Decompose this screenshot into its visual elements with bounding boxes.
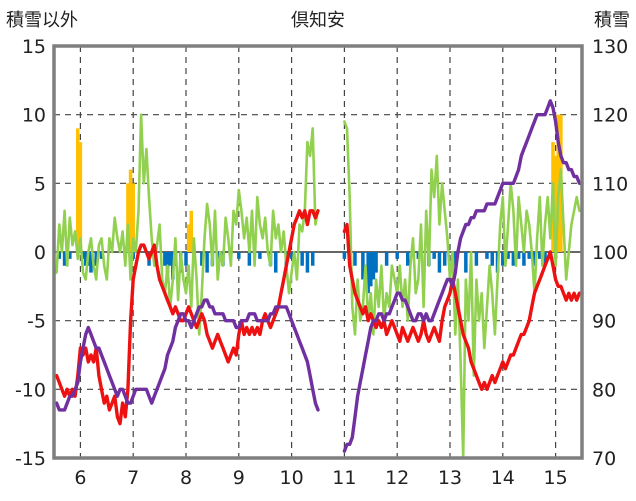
green-line: [55, 113, 241, 336]
x-tick-label: 11: [332, 467, 356, 489]
blue-bar: [432, 252, 436, 259]
right-tick-label: 90: [592, 311, 616, 333]
blue-bar: [289, 252, 294, 259]
blue-bar: [57, 252, 62, 259]
blue-bar: [205, 252, 209, 273]
x-tick-label: 10: [280, 467, 304, 489]
blue-bar: [532, 252, 537, 266]
blue-bar: [258, 252, 262, 259]
blue-bar: [361, 252, 365, 280]
blue-bar: [247, 252, 252, 266]
blue-bar: [538, 252, 542, 259]
x-tick-label: 13: [438, 467, 462, 489]
blue-bar: [366, 252, 370, 294]
blue-bar: [274, 252, 278, 273]
left-tick-label: -10: [15, 379, 46, 401]
blue-bar: [163, 252, 167, 266]
orange-bar: [76, 128, 80, 252]
blue-bar: [83, 252, 88, 266]
orange-bar: [189, 210, 194, 252]
blue-bar: [464, 252, 468, 273]
blue-bar: [305, 252, 310, 273]
left-tick-label: -5: [27, 311, 46, 333]
orange-bar: [78, 142, 83, 252]
blue-bar: [94, 252, 98, 266]
red-line: [342, 222, 584, 391]
blue-bar: [81, 252, 85, 259]
blue-bar: [165, 252, 170, 273]
blue-bar: [406, 252, 410, 266]
line-series: [54, 99, 584, 460]
orange-bar: [186, 224, 191, 252]
blue-bar: [310, 252, 315, 266]
blue-bar: [490, 252, 494, 266]
right-tick-label: 70: [592, 448, 616, 470]
blue-bar: [442, 252, 447, 266]
blue-bar: [374, 252, 378, 273]
blue-bar: [184, 252, 188, 266]
left-tick-label: -15: [15, 448, 46, 470]
blue-bar: [437, 252, 442, 273]
blue-bar: [522, 252, 526, 266]
blue-bar: [62, 252, 67, 266]
blue-bar: [485, 252, 489, 259]
red-line: [54, 209, 320, 426]
left-tick-label: 15: [22, 36, 46, 58]
blue-bar: [300, 252, 304, 266]
x-tick-label: 14: [491, 467, 515, 489]
chart-title: 倶知安: [291, 10, 345, 31]
x-tick-label: 9: [233, 467, 245, 489]
blue-bar: [369, 252, 373, 287]
left-tick-label: 0: [34, 242, 46, 264]
right-tick-label: 100: [592, 242, 628, 264]
green-line: [343, 120, 584, 460]
left-axis-label: 積雪以外: [6, 10, 78, 31]
purple-line: [342, 99, 584, 453]
right-tick-label: 120: [592, 105, 628, 127]
blue-bar: [237, 252, 241, 259]
blue-bar: [89, 252, 93, 273]
blue-bar: [168, 252, 172, 266]
blue-bar: [516, 252, 521, 259]
plot-frame: [52, 44, 584, 460]
blue-bar: [506, 252, 510, 259]
blue-bar: [395, 252, 399, 259]
orange-bar: [553, 155, 558, 252]
blue-bar: [99, 252, 104, 259]
blue-bar: [342, 252, 347, 259]
x-tick-label: 12: [385, 467, 409, 489]
blue-bar: [353, 252, 357, 266]
right-tick-label: 110: [592, 173, 628, 195]
tick-labels: -15 -10 -5 0 5 10 15 70 80 90 100 110 120 130 6 7 8 9 10 11…: [15, 36, 628, 489]
left-tick-label: 5: [34, 173, 46, 195]
right-tick-label: 80: [592, 379, 616, 401]
x-tick-label: 15: [544, 467, 568, 489]
blue-bar: [543, 252, 547, 266]
orange-bar: [556, 114, 560, 253]
blue-bar: [453, 252, 458, 266]
x-tick-label: 7: [127, 467, 139, 489]
left-tick-label: 10: [22, 105, 46, 127]
blue-bar: [371, 252, 376, 280]
blue-bar: [200, 252, 204, 266]
blue-bar: [68, 252, 72, 259]
orange-bar: [128, 169, 133, 252]
right-axis-label: 積雪: [594, 10, 630, 31]
blue-bar: [527, 252, 531, 259]
orange-bar: [131, 183, 135, 252]
blue-bar: [474, 252, 479, 266]
right-tick-label: 130: [592, 36, 628, 58]
orange-bar: [126, 183, 130, 252]
x-tick-label: 6: [74, 467, 86, 489]
blue-bar: [384, 252, 389, 266]
blue-bar: [501, 252, 505, 266]
blue-bar: [511, 252, 516, 266]
x-tick-label: 8: [180, 467, 192, 489]
purple-line: [54, 298, 320, 412]
